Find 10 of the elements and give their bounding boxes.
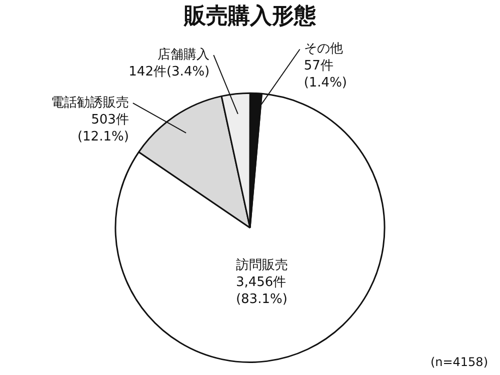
slice-label: その他 — [304, 42, 343, 57]
data-label: 142件(3.4%) — [128, 64, 210, 80]
data-label: 3,456件 (83.1%) — [236, 274, 288, 307]
text: (n=4158) — [430, 355, 488, 370]
data-label: 57件 (1.4%) — [304, 58, 347, 91]
slice-label: 訪問販売 — [236, 258, 288, 273]
data-label: 503件 (12.1%) — [77, 112, 129, 144]
slice-label: 店舗購入 — [158, 46, 210, 62]
chart-title: 販売購入形態 — [183, 2, 317, 29]
slice-label: 電話勧誘販売 — [50, 95, 129, 110]
